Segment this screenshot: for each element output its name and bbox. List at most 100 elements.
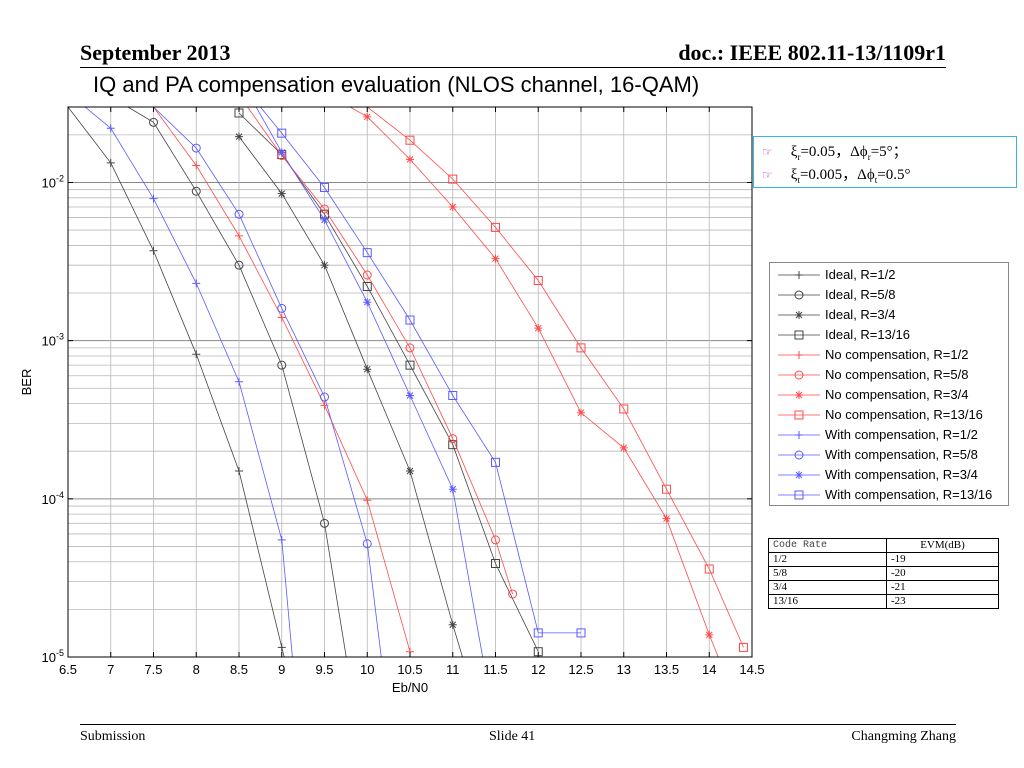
plus-marker (795, 351, 803, 359)
star-mark (662, 514, 671, 523)
y-tick-label: 10-3 (42, 332, 64, 349)
square-mark (491, 457, 500, 467)
circle-mark (405, 343, 415, 353)
x-tick-label: 10.5 (397, 662, 422, 677)
star-marker (406, 391, 414, 400)
evm-table-row: 1/2 -19 (768, 552, 999, 567)
plus-mark (192, 350, 201, 359)
square-marker (794, 410, 804, 420)
star-mark (277, 148, 286, 157)
star-marker (534, 324, 543, 333)
legend-swatch (778, 431, 820, 439)
square-mark (448, 440, 458, 450)
y-tick-label: 10-4 (42, 490, 64, 507)
legend-item: With compensation, R=5/8 (770, 445, 1008, 465)
plus-marker (235, 466, 243, 475)
x-tick-label: 13.5 (654, 662, 679, 677)
evm-table-header: Code Rate EVM(dB) (768, 538, 999, 553)
square-mark (619, 404, 629, 414)
pointing-hand-icon: ☞ (762, 168, 773, 182)
circle-mark (794, 450, 804, 460)
evm-table-row: 13/16 -23 (768, 594, 999, 609)
circle-mark (191, 143, 201, 153)
square-marker (794, 330, 804, 340)
legend-label: No compensation, R=1/2 (825, 347, 969, 362)
legend-swatch (778, 410, 820, 420)
square-marker (619, 404, 629, 414)
legend-label: With compensation, R=1/2 (825, 427, 978, 442)
star-mark (235, 132, 243, 141)
star-marker (448, 202, 457, 211)
plus-marker (192, 350, 201, 359)
plus-marker (149, 194, 158, 203)
footer-author: Changming Zhang (851, 729, 956, 744)
star-mark (705, 630, 714, 639)
circle-mark (448, 434, 458, 444)
legend-label: Ideal, R=5/8 (825, 287, 896, 302)
plus-marker (795, 431, 803, 439)
legend-item: With compensation, R=1/2 (770, 425, 1008, 445)
square-mark (794, 490, 804, 500)
x-tick-label: 6.5 (59, 662, 77, 677)
plus-mark (106, 158, 115, 167)
legend-item: No compensation, R=1/2 (770, 345, 1008, 365)
circle-mark (191, 186, 201, 196)
series-with-compensation-r-13-16 (260, 107, 586, 638)
circle-mark (491, 535, 500, 545)
star-marker (363, 298, 372, 307)
square-marker (362, 281, 372, 291)
circle-marker (234, 209, 244, 219)
plus-mark (277, 535, 286, 544)
star-marker (406, 155, 414, 164)
x-tick-label: 14.5 (739, 662, 764, 677)
plus-mark (149, 246, 158, 255)
series-no-compensation-r-3-4 (350, 107, 719, 657)
star-mark (795, 311, 803, 319)
plus-marker (192, 279, 201, 288)
evm-header-code-rate: Code Rate (768, 538, 887, 553)
square-mark (491, 559, 500, 569)
star-mark (795, 391, 803, 399)
circle-marker (794, 370, 804, 380)
plus-mark (795, 431, 803, 439)
circle-marker (362, 270, 372, 280)
square-mark (662, 484, 671, 494)
star-mark (277, 189, 286, 198)
circle-marker (794, 290, 804, 300)
circle-marker (149, 117, 158, 127)
evm-header-evm: EVM(dB) (886, 538, 999, 553)
plus-marker (192, 161, 201, 170)
legend-label: Ideal, R=1/2 (825, 267, 896, 282)
x-tick-label: 13 (617, 662, 631, 677)
series-line (153, 107, 382, 657)
evm-code-rate: 3/4 (768, 580, 887, 595)
legend-item: Ideal, R=13/16 (770, 325, 1008, 345)
legend-swatch (778, 271, 820, 279)
star-mark (448, 485, 457, 494)
square-marker (491, 559, 500, 569)
square-mark (794, 410, 804, 420)
legend-item: With compensation, R=3/4 (770, 465, 1008, 485)
evm-code-rate: 13/16 (768, 594, 887, 609)
plus-marker (235, 231, 243, 240)
circle-marker (277, 360, 287, 370)
square-mark (405, 315, 415, 325)
star-marker (577, 408, 585, 417)
circle-mark (362, 539, 372, 549)
axis-ticks: 6.5 7 7.5 8 8.5 9 9.5 10 10.5 11 11.5 12 12.5 13 13.5 1… (42, 107, 765, 677)
square-marker (704, 564, 714, 574)
square-marker (738, 642, 748, 652)
series-line (367, 107, 744, 648)
evm-value: -19 (886, 552, 999, 567)
plus-marker (106, 124, 115, 133)
legend-item: No compensation, R=3/4 (770, 385, 1008, 405)
star-mark (406, 391, 414, 400)
circle-mark (794, 370, 804, 380)
star-mark (363, 112, 372, 121)
series-ideal-r-3-4 (235, 132, 463, 657)
square-mark (405, 360, 415, 370)
star-marker (795, 311, 803, 319)
star-mark (320, 261, 329, 270)
plus-mark (363, 496, 372, 505)
square-marker (448, 391, 458, 401)
